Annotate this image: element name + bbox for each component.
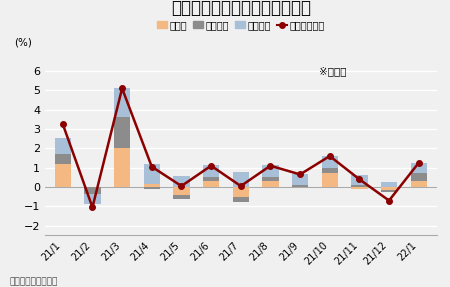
Text: (%): (%): [14, 38, 32, 48]
Bar: [114, 148, 130, 187]
Bar: [114, 117, 130, 148]
Bar: [144, 184, 160, 187]
Bar: [233, 187, 249, 197]
Bar: [351, 185, 368, 187]
Bar: [173, 187, 189, 195]
Bar: [351, 175, 368, 185]
Bar: [173, 195, 189, 199]
Bar: [54, 164, 71, 187]
Bar: [262, 165, 279, 177]
Text: 出所：米経済分析局: 出所：米経済分析局: [9, 278, 58, 286]
Bar: [292, 174, 308, 185]
Bar: [410, 181, 427, 187]
Bar: [114, 88, 130, 117]
Bar: [351, 187, 368, 189]
Bar: [322, 168, 338, 173]
Bar: [203, 177, 219, 181]
Bar: [84, 187, 101, 194]
Bar: [292, 185, 308, 187]
Bar: [203, 181, 219, 187]
Bar: [262, 177, 279, 181]
Bar: [54, 154, 71, 164]
Bar: [203, 165, 219, 177]
Bar: [173, 177, 189, 187]
Bar: [262, 181, 279, 187]
Bar: [233, 172, 249, 187]
Bar: [322, 156, 338, 168]
Title: 個人消費支出、項目別の寄与度: 個人消費支出、項目別の寄与度: [171, 0, 311, 17]
Legend: 耐久財, 非耐久財, サービス, 個人消費支出: 耐久財, 非耐久財, サービス, 個人消費支出: [153, 16, 328, 34]
Bar: [410, 173, 427, 181]
Bar: [54, 138, 71, 154]
Bar: [381, 190, 397, 192]
Text: ※前月比: ※前月比: [319, 66, 347, 76]
Bar: [233, 197, 249, 202]
Bar: [410, 163, 427, 173]
Bar: [381, 182, 397, 187]
Bar: [381, 187, 397, 190]
Bar: [84, 194, 101, 204]
Bar: [144, 187, 160, 189]
Bar: [144, 164, 160, 184]
Bar: [322, 173, 338, 187]
